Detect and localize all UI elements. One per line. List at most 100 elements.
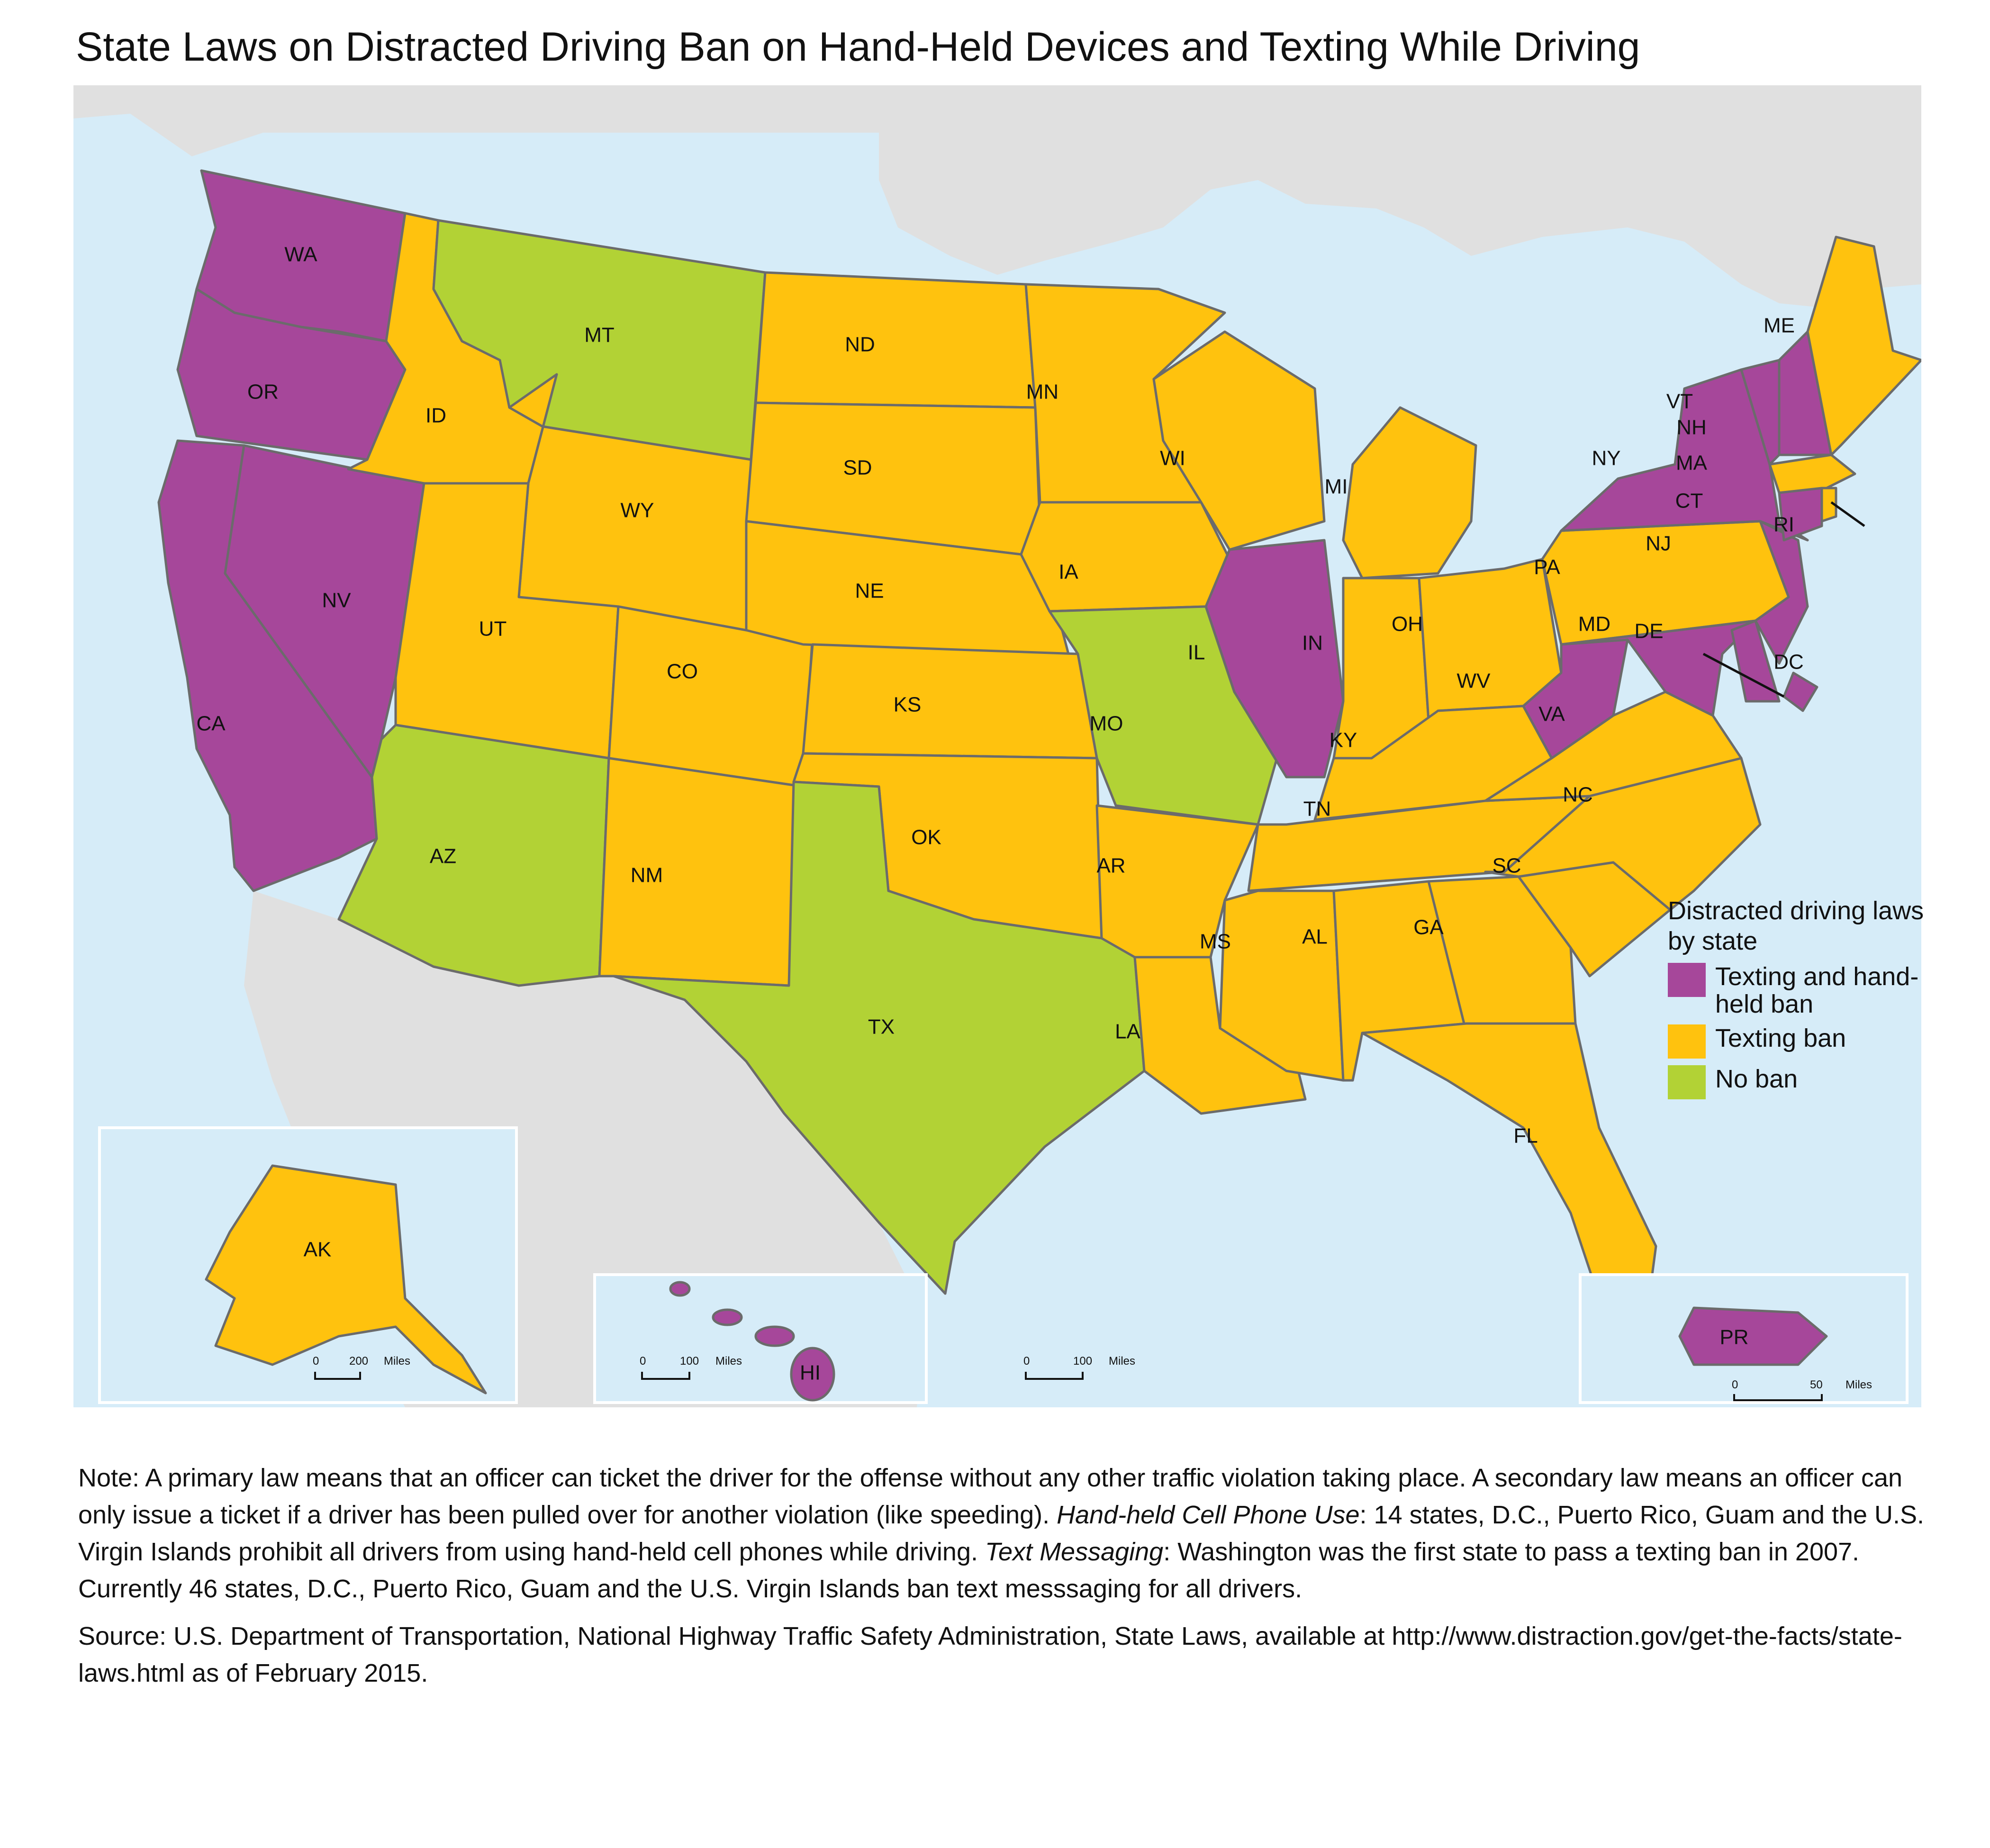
label-NH: NH xyxy=(1676,416,1707,439)
state-KS[interactable] xyxy=(802,643,1098,760)
inset-hawaii xyxy=(593,1273,928,1404)
state-RI[interactable] xyxy=(1820,487,1837,523)
label-SC: SC xyxy=(1492,854,1521,878)
legend-item-texting-handheld: Texting and hand-held ban xyxy=(1668,963,1933,1018)
svg-text:0: 0 xyxy=(1023,1355,1030,1368)
map-title: State Laws on Distracted Driving Ban on … xyxy=(76,24,1640,70)
label-MT: MT xyxy=(584,324,615,347)
svg-text:Miles: Miles xyxy=(384,1355,410,1368)
label-VT: VT xyxy=(1666,390,1693,413)
state-ME[interactable] xyxy=(1806,236,1921,456)
svg-text:0: 0 xyxy=(313,1355,319,1368)
label-MS: MS xyxy=(1200,930,1231,953)
legend-swatch xyxy=(1668,1065,1706,1099)
svg-text:100: 100 xyxy=(680,1355,699,1368)
label-CT: CT xyxy=(1675,489,1703,513)
us-map: WA OR CA NV ID MT WY UT CO AZ NM ND SD N… xyxy=(73,85,1921,1407)
label-WI: WI xyxy=(1160,447,1185,470)
state-AK[interactable] xyxy=(205,1164,487,1395)
label-KS: KS xyxy=(894,693,922,716)
hawaii-islands xyxy=(669,1281,835,1402)
state-DE[interactable] xyxy=(1730,619,1781,703)
label-MO: MO xyxy=(1090,712,1123,735)
label-ND: ND xyxy=(845,333,875,356)
note-paragraph: Note: A primary law means that an office… xyxy=(78,1464,1925,1603)
label-MD: MD xyxy=(1578,613,1610,636)
state-GA[interactable] xyxy=(1427,875,1577,1034)
label-NJ: NJ xyxy=(1646,532,1671,555)
scalebar-puerto-rico: 0 50 Miles xyxy=(1732,1378,1872,1401)
label-NC: NC xyxy=(1563,783,1593,806)
label-FL: FL xyxy=(1513,1124,1538,1148)
label-NY: NY xyxy=(1592,447,1620,470)
state-NJ[interactable] xyxy=(1754,520,1809,665)
label-SD: SD xyxy=(843,456,872,480)
legend: Distracted driving laws by state Texting… xyxy=(1668,896,1933,1099)
label-DE: DE xyxy=(1634,620,1663,643)
label-WY: WY xyxy=(621,499,654,522)
svg-text:200: 200 xyxy=(349,1355,368,1368)
state-DC[interactable] xyxy=(1782,671,1818,712)
svg-text:50: 50 xyxy=(1810,1378,1823,1391)
label-KY: KY xyxy=(1330,729,1357,752)
label-AR: AR xyxy=(1096,854,1125,878)
label-OH: OH xyxy=(1392,613,1423,636)
label-MA: MA xyxy=(1676,452,1708,475)
state-HI[interactable] xyxy=(790,1347,835,1402)
state-WI[interactable] xyxy=(1152,330,1326,551)
label-RI: RI xyxy=(1773,513,1794,536)
label-NM: NM xyxy=(631,864,663,887)
legend-swatch xyxy=(1668,963,1706,997)
legend-item-no-ban: No ban xyxy=(1668,1065,1933,1099)
state-MA[interactable] xyxy=(1768,453,1856,494)
state-TX[interactable] xyxy=(612,780,1146,1295)
state-PR[interactable] xyxy=(1678,1306,1828,1366)
label-ID: ID xyxy=(425,404,446,427)
legend-label: Texting ban xyxy=(1715,1024,1846,1052)
label-OK: OK xyxy=(911,826,941,849)
state-IL[interactable] xyxy=(1204,539,1345,779)
hawaii-maui xyxy=(754,1325,795,1347)
state-IA[interactable] xyxy=(1020,501,1231,613)
canada-land xyxy=(73,85,1921,308)
scalebar-hawaii: 0 100 Miles xyxy=(640,1355,742,1380)
notes-section: Note: A primary law means that an office… xyxy=(78,1459,1926,1692)
label-PA: PA xyxy=(1534,556,1560,579)
scalebar-middle: 0 100 Miles xyxy=(1023,1355,1135,1380)
state-NC[interactable] xyxy=(1484,757,1762,911)
svg-text:Miles: Miles xyxy=(1845,1378,1872,1391)
svg-text:Miles: Miles xyxy=(715,1355,742,1368)
label-NV: NV xyxy=(322,589,351,612)
label-GA: GA xyxy=(1413,916,1444,939)
label-OR: OR xyxy=(247,380,279,404)
state-labels: WA OR CA NV ID MT WY UT CO AZ NM ND SD N… xyxy=(196,243,1803,1385)
state-CT[interactable] xyxy=(1778,487,1823,542)
leader-ri xyxy=(1830,501,1865,527)
label-HI: HI xyxy=(800,1361,821,1385)
label-AK: AK xyxy=(304,1238,332,1261)
state-MI[interactable] xyxy=(1342,406,1477,580)
label-PR: PR xyxy=(1719,1326,1748,1349)
state-NM[interactable] xyxy=(598,757,805,987)
label-UT: UT xyxy=(479,617,507,641)
svg-text:0: 0 xyxy=(1732,1378,1738,1391)
svg-text:100: 100 xyxy=(1073,1355,1092,1368)
label-ME: ME xyxy=(1764,314,1795,337)
label-DC: DC xyxy=(1773,651,1804,674)
legend-label: No ban xyxy=(1715,1065,1798,1093)
legend-title: Distracted driving laws by state xyxy=(1668,897,1924,955)
label-IL: IL xyxy=(1188,641,1205,664)
state-ND[interactable] xyxy=(754,271,1037,409)
label-MN: MN xyxy=(1026,380,1058,404)
label-WA: WA xyxy=(284,243,317,266)
label-AL: AL xyxy=(1302,925,1328,949)
legend-item-texting: Texting ban xyxy=(1668,1024,1933,1059)
svg-text:Miles: Miles xyxy=(1109,1355,1135,1368)
svg-text:0: 0 xyxy=(640,1355,646,1368)
leader-dc xyxy=(1702,652,1785,698)
label-IA: IA xyxy=(1058,561,1078,584)
hawaii-oahu xyxy=(712,1308,743,1326)
source-text: Source: U.S. Department of Transportatio… xyxy=(78,1622,1902,1687)
legend-label: Texting and hand-held ban xyxy=(1715,962,1919,1018)
hawaii-kauai xyxy=(669,1281,691,1297)
